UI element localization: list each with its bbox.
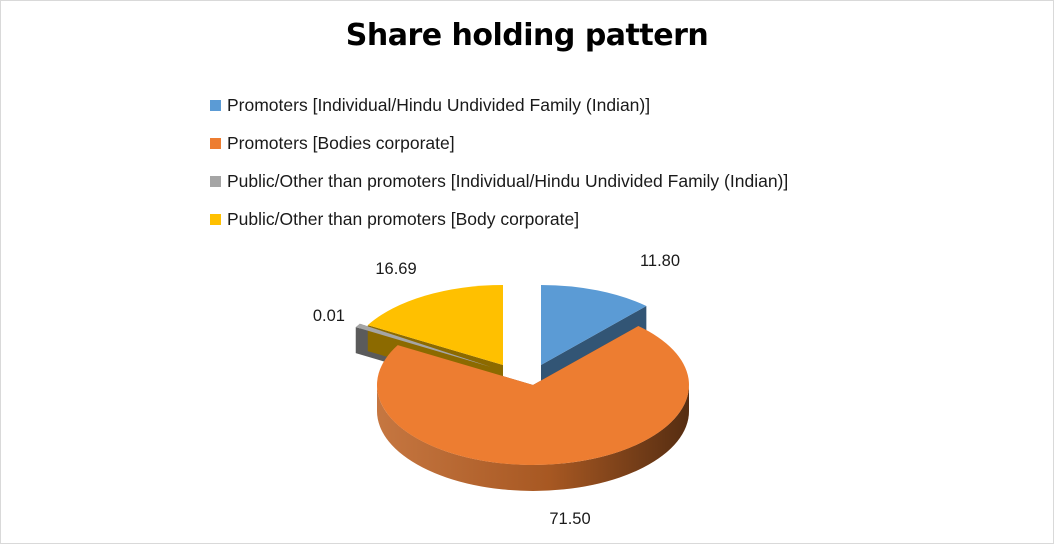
chart-title: Share holding pattern [345,18,709,53]
legend-item: Public/Other than promoters [Body corpor… [210,200,788,238]
legend-swatch [210,99,221,111]
legend-swatch [210,137,221,149]
data-label: 0.01 [313,307,345,325]
legend-swatch [210,175,221,187]
legend-item: Public/Other than promoters [Individual/… [210,162,788,200]
pie-slice [541,285,647,365]
slice-rim-shade [377,385,689,491]
slice-tops [355,285,690,465]
pie-slice [367,285,503,365]
legend-label: Promoters [Individual/Hindu Undivided Fa… [227,94,651,115]
data-label: 16.69 [375,260,416,278]
data-label: 71.50 [549,510,590,528]
data-labels: 11.80 71.50 0.01 16.69 [313,252,680,528]
legend-label: Public/Other than promoters [Body corpor… [227,208,580,229]
legend-label: Public/Other than promoters [Individual/… [227,170,789,191]
legend-item: Promoters [Bodies corporate] [210,124,788,162]
chart-legend: Promoters [Individual/Hindu Undivided Fa… [210,86,788,238]
legend-label: Promoters [Bodies corporate] [227,132,455,153]
pie-slice [377,325,690,465]
pie-slice [355,323,491,367]
legend-swatch [210,213,221,225]
legend-item: Promoters [Individual/Hindu Undivided Fa… [210,86,788,124]
data-label: 11.80 [640,252,680,270]
